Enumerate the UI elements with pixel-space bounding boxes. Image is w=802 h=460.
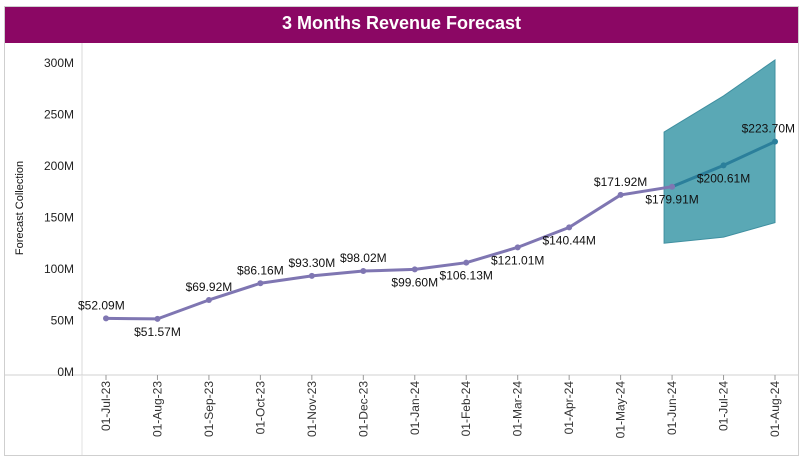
x-tick-label: 01-Dec-23 [356, 381, 370, 437]
data-point [360, 268, 367, 275]
data-label: $121.01M [491, 253, 544, 267]
forecast-band-layer [663, 58, 776, 244]
x-tick-label: 01-Jun-24 [665, 381, 679, 435]
y-tick-label: 300M [44, 56, 74, 70]
data-point [772, 138, 778, 145]
x-tick-label: 01-Apr-24 [562, 381, 576, 435]
x-tick-label: 01-Aug-23 [150, 381, 164, 437]
data-point [463, 259, 470, 266]
x-tick-label: 01-May-24 [614, 381, 628, 439]
x-tick-label: 01-Sep-23 [202, 381, 216, 437]
data-point [103, 315, 109, 322]
data-label: $98.02M [340, 251, 387, 265]
data-point [514, 244, 521, 251]
data-point [257, 280, 264, 287]
data-label: $140.44M [542, 233, 595, 247]
data-label: $52.09M [78, 298, 125, 312]
data-point-layer [103, 138, 778, 322]
x-tick-label: 01-Jan-24 [408, 381, 422, 435]
data-point [566, 224, 573, 231]
y-tick-label: 0M [57, 365, 74, 379]
x-tick-label: 01-Feb-24 [459, 381, 473, 437]
y-tick-label: 200M [44, 159, 74, 173]
y-axis-label: Forecast Collection [14, 161, 26, 255]
title-bar: 3 Months Revenue Forecast [5, 7, 798, 43]
data-point [720, 162, 727, 169]
y-tick-label: 150M [44, 211, 74, 225]
data-label-layer: $52.09M $51.57M $69.92M $86.16M $93.30M $98.0… [78, 122, 795, 339]
actual-series-line [105, 185, 673, 321]
y-tick-label: 250M [44, 108, 74, 122]
forecast-interval-band [663, 58, 776, 244]
chart-title: 3 Months Revenue Forecast [281, 13, 522, 33]
data-point [308, 272, 315, 279]
data-label: $200.61M [697, 171, 750, 185]
data-label: $86.16M [237, 263, 284, 277]
data-label: $93.30M [288, 256, 335, 270]
tick-label-layer: 0M 50M 100M 150M 200M 250M 300M 01-Jul-23 01-Aug… [44, 56, 782, 438]
data-label: $51.57M [134, 325, 181, 339]
x-tick-label: 01-Oct-23 [253, 381, 267, 435]
y-tick-label: 50M [51, 314, 74, 328]
x-tick-label: 01-Jul-23 [99, 381, 113, 431]
data-point [669, 183, 676, 190]
axes [5, 43, 798, 455]
data-label: $69.92M [186, 280, 233, 294]
data-point [205, 296, 212, 303]
data-label: $99.60M [391, 275, 438, 289]
x-tick-label: 01-Nov-23 [305, 381, 319, 437]
y-tick-label: 100M [44, 262, 74, 276]
data-label: $223.70M [742, 122, 795, 136]
data-point [154, 315, 161, 322]
x-tick-label: 01-Aug-24 [768, 381, 782, 437]
data-point [617, 191, 624, 198]
data-point [411, 266, 418, 273]
data-label: $171.92M [594, 175, 647, 189]
data-label: $179.91M [645, 193, 698, 207]
data-label: $106.13M [440, 269, 493, 283]
x-tick-label: 01-Mar-24 [511, 381, 525, 437]
x-tick-label: 01-Jul-24 [717, 381, 731, 431]
